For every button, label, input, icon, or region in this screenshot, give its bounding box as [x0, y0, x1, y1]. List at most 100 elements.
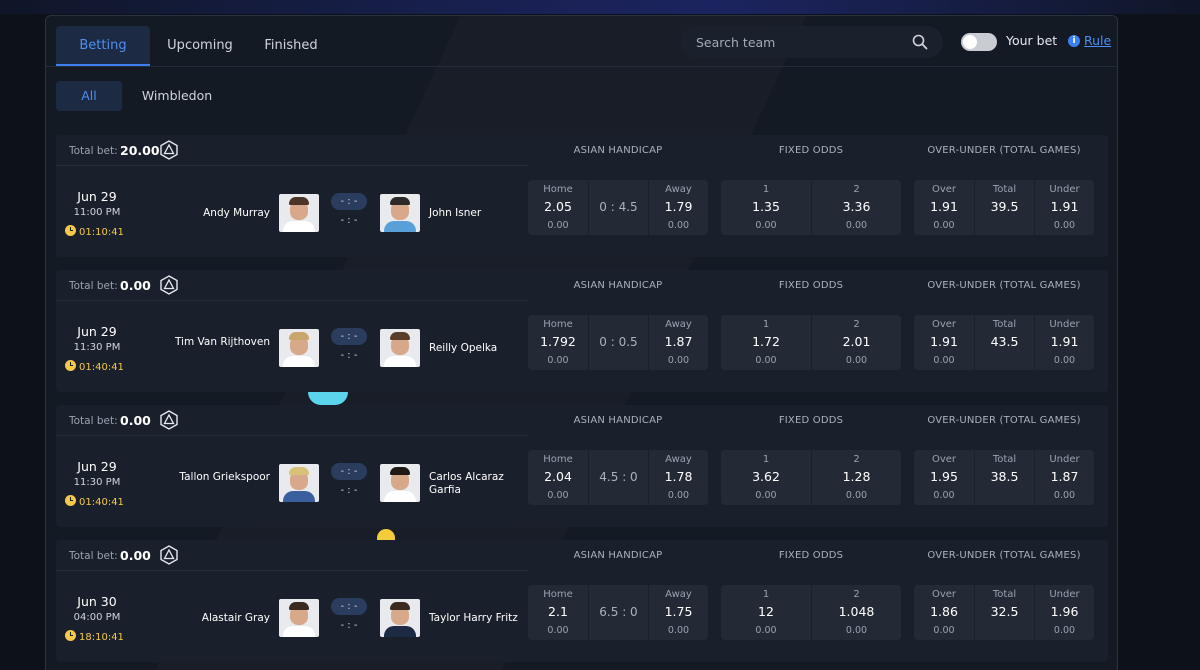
over-under-header: OVER-UNDER (TOTAL GAMES) — [927, 280, 1081, 291]
avatar-head — [290, 200, 308, 220]
token-icon — [160, 275, 178, 295]
match-time: 11:30 PM — [73, 477, 121, 488]
filter-wimbledon[interactable]: Wimbledon — [141, 88, 213, 103]
fixed-odds-home[interactable]: 1 12 0.00 — [721, 585, 811, 640]
fixed-odds-away[interactable]: 2 1.048 0.00 — [812, 585, 901, 640]
odds-value: 32.5 — [990, 604, 1019, 619]
token-icon — [160, 545, 178, 565]
odds-value: 39.5 — [990, 199, 1019, 214]
decorative-yellow-shape — [377, 529, 395, 540]
bet-amount: 0.00 — [845, 625, 868, 636]
avatar-hair — [390, 602, 410, 610]
bet-amount: 0.00 — [755, 625, 777, 636]
odds-label: Home — [543, 184, 573, 195]
asian-handicap-home[interactable]: Home 1.792 0.00 — [528, 315, 588, 370]
under-odds[interactable]: Under 1.91 0.00 — [1035, 315, 1094, 370]
odds-value: 1.91 — [930, 334, 958, 349]
fixed-odds-home[interactable]: 1 1.72 0.00 — [721, 315, 811, 370]
over-odds[interactable]: Over 1.95 0.00 — [914, 450, 974, 505]
home-player-name: Tim Van Rijthoven — [174, 336, 270, 348]
odds-value: 1.86 — [930, 604, 958, 619]
toggle-knob — [963, 35, 977, 49]
asian-handicap-header: ASIAN HANDICAP — [573, 280, 663, 291]
odds-value: 43.5 — [990, 334, 1019, 349]
fixed-odds-away[interactable]: 2 2.01 0.00 — [812, 315, 901, 370]
fixed-odds-home[interactable]: 1 1.35 0.00 — [721, 180, 811, 235]
total-games[interactable]: Total 39.5 — [975, 180, 1034, 235]
home-player-avatar — [279, 464, 319, 502]
countdown-value: 01:10:41 — [79, 227, 124, 238]
home-player-name: Tallon Griekspoor — [179, 471, 270, 483]
asian-handicap-away[interactable]: Away 1.78 0.00 — [649, 450, 708, 505]
under-odds[interactable]: Under 1.96 0.00 — [1035, 585, 1094, 640]
avatar-head — [391, 335, 409, 355]
match-time: 11:30 PM — [73, 342, 121, 353]
asian-handicap-away[interactable]: Away 1.79 0.00 — [649, 180, 708, 235]
total-games[interactable]: Total 38.5 — [975, 450, 1034, 505]
bet-amount: 0.00 — [755, 355, 777, 366]
over-odds[interactable]: Over 1.91 0.00 — [914, 315, 974, 370]
avatar-shirt — [283, 356, 315, 367]
bet-amount: 0.00 — [1053, 625, 1076, 636]
over-under-header: OVER-UNDER (TOTAL GAMES) — [927, 550, 1081, 561]
bet-amount: 0.00 — [1053, 490, 1076, 501]
odds-label: 1 — [762, 589, 770, 600]
score-sub: - : - — [340, 215, 358, 226]
clock-icon — [65, 630, 76, 641]
your-bet-toggle[interactable] — [961, 33, 997, 51]
bet-amount: 0.00 — [755, 490, 777, 501]
bet-amount: 0.00 — [1053, 220, 1076, 231]
odds-label: Over — [931, 454, 957, 465]
odds-value: 1.78 — [664, 469, 693, 484]
under-odds[interactable]: Under 1.91 0.00 — [1035, 180, 1094, 235]
search-icon[interactable] — [912, 34, 928, 50]
search-box — [681, 26, 943, 58]
total-bet-bar: Total bet: 0.00 — [56, 270, 528, 301]
tab-betting[interactable]: Betting — [56, 26, 150, 66]
countdown: 01:10:41 — [65, 225, 124, 238]
match-card: Total bet: 0.00 ASIAN HANDICAP FIXED ODDS OV… — [56, 405, 1108, 527]
over-odds[interactable]: Over 1.86 0.00 — [914, 585, 974, 640]
bet-amount: 0.00 — [845, 490, 868, 501]
odds-label: 1 — [762, 454, 770, 465]
away-player-avatar — [380, 329, 420, 367]
asian-handicap-home[interactable]: Home 2.05 0.00 — [528, 180, 588, 235]
under-odds[interactable]: Under 1.87 0.00 — [1035, 450, 1094, 505]
betting-panel: Betting Upcoming Finished Your bet i Rul… — [45, 15, 1118, 670]
odds-value: 1.75 — [664, 604, 693, 619]
score-sub: - : - — [340, 350, 358, 361]
header: Betting Upcoming Finished Your bet i Rul… — [46, 16, 1117, 67]
away-player-name: Taylor Harry Fritz — [429, 612, 518, 624]
odds-value: 12 — [758, 604, 774, 619]
avatar-hair — [390, 332, 410, 340]
bet-amount: 0.00 — [667, 490, 690, 501]
odds-label: Total — [992, 184, 1017, 195]
asian-handicap-away[interactable]: Away 1.75 0.00 — [649, 585, 708, 640]
fixed-odds-home[interactable]: 1 3.62 0.00 — [721, 450, 811, 505]
avatar-head — [290, 335, 308, 355]
filter-all[interactable]: All — [56, 81, 122, 111]
info-icon[interactable]: i — [1068, 35, 1080, 47]
odds-label: Total — [992, 319, 1017, 330]
countdown: 18:10:41 — [65, 630, 124, 643]
total-games[interactable]: Total 43.5 — [975, 315, 1034, 370]
bet-amount: 0.00 — [547, 355, 569, 366]
asian-handicap-away[interactable]: Away 1.87 0.00 — [649, 315, 708, 370]
your-bet-label: Your bet — [1006, 33, 1058, 48]
fixed-odds-away[interactable]: 2 3.36 0.00 — [812, 180, 901, 235]
asian-handicap-home[interactable]: Home 2.04 0.00 — [528, 450, 588, 505]
total-bet-value: 0.00 — [120, 278, 151, 293]
tab-upcoming[interactable]: Upcoming — [167, 38, 233, 53]
fixed-odds-away[interactable]: 2 1.28 0.00 — [812, 450, 901, 505]
odds-label: 2 — [853, 184, 860, 195]
asian-handicap-home[interactable]: Home 2.1 0.00 — [528, 585, 588, 640]
odds-label: Total — [992, 454, 1017, 465]
over-odds[interactable]: Over 1.91 0.00 — [914, 180, 974, 235]
countdown: 01:40:41 — [65, 495, 124, 508]
bet-amount: 0.00 — [845, 355, 868, 366]
odds-value: 3.36 — [842, 199, 871, 214]
tab-finished[interactable]: Finished — [264, 38, 318, 53]
search-input[interactable] — [696, 26, 896, 58]
total-games[interactable]: Total 32.5 — [975, 585, 1034, 640]
rule-link[interactable]: Rule — [1084, 33, 1112, 48]
